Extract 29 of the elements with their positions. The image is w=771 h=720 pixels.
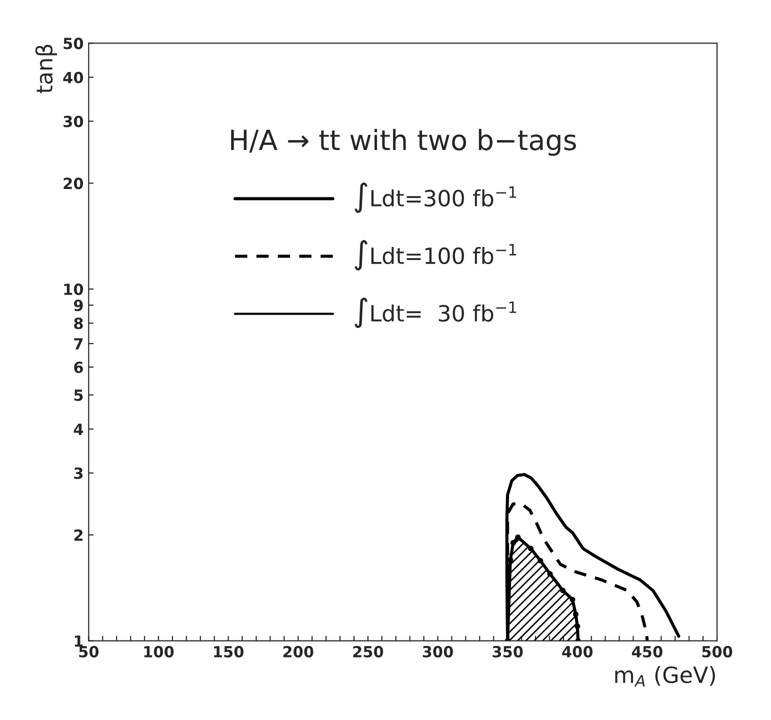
x-tick-label: 300: [422, 646, 453, 658]
x-tick-label: 100: [144, 646, 174, 658]
legend-label: ∫Ldt= 30 fb$^{−1}$: [354, 298, 516, 328]
y-tick-label: 1: [74, 635, 83, 647]
y-tick-label: 30: [64, 116, 84, 128]
x-tick-label: 400: [562, 646, 593, 658]
x-tick-label: 350: [492, 646, 523, 658]
x-tick-label: 450: [632, 646, 662, 658]
y-tick-label: 50: [64, 38, 84, 50]
y-tick-label: 7: [74, 338, 83, 350]
x-axis-title: m$_{A}$ (GeV): [615, 666, 715, 687]
y-tick-label: 2: [74, 529, 82, 541]
y-tick-label: 4: [74, 424, 84, 435]
legend-title: H/A → tt with two b−tags: [231, 128, 576, 156]
legend-label: ∫Ldt=100 fb$^{−1}$: [354, 240, 516, 270]
y-tick-label: 5: [74, 390, 83, 401]
x-tick-label: 250: [353, 646, 384, 658]
y-tick-label: 6: [74, 362, 83, 374]
y-tick-label: 3: [74, 467, 83, 479]
x-tick-label: 200: [283, 646, 314, 658]
x-tick-label: 500: [702, 646, 732, 658]
y-tick-label: 40: [63, 72, 84, 84]
y-axis-title: tanβ: [35, 44, 57, 94]
y-tick-label: 8: [74, 318, 83, 330]
y-tick-label: 9: [74, 300, 83, 312]
x-tick-label: 150: [214, 646, 244, 658]
y-tick-label: 20: [64, 178, 84, 190]
legend-label: ∫Ldt=300 fb$^{−1}$: [354, 182, 516, 213]
y-tick-label: 10: [64, 284, 84, 296]
